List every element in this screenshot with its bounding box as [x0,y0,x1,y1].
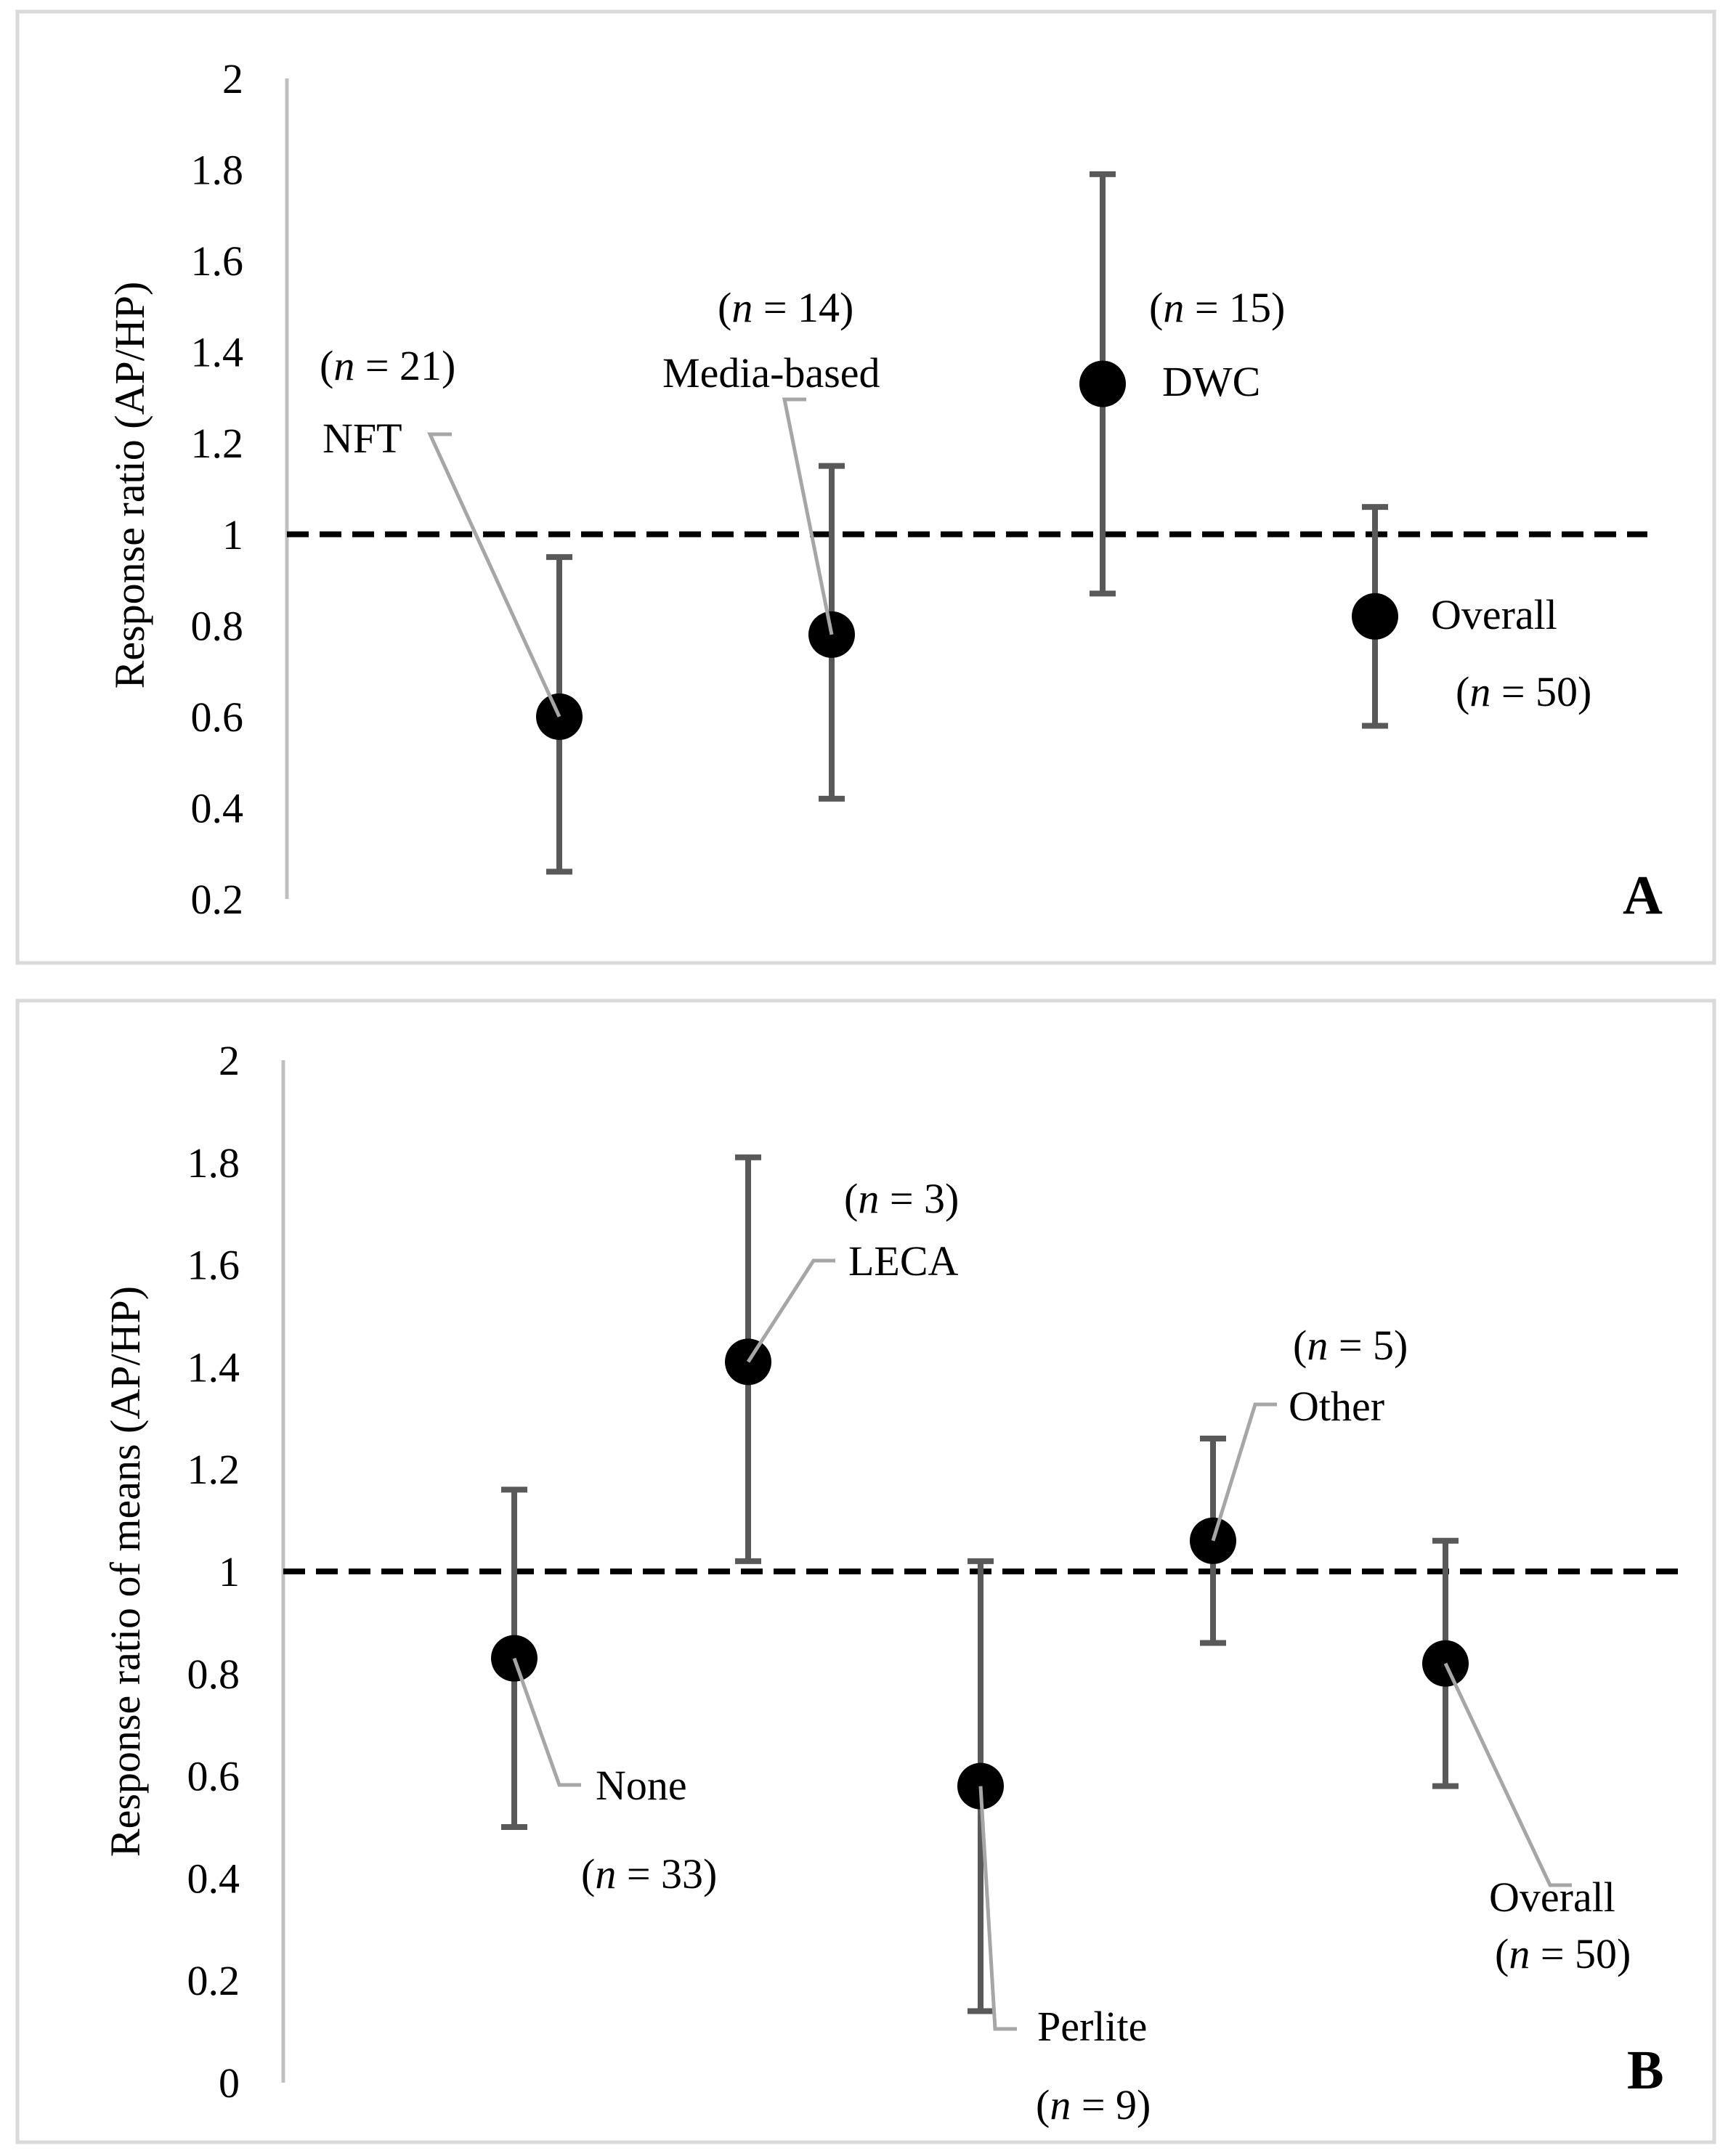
y-tick-label: 2 [219,1037,240,1084]
panel-b-frame [15,998,1716,2144]
y-tick-label: 0.4 [191,784,244,831]
panel-a-frame [15,9,1716,965]
leca-label: LECA [848,1237,959,1285]
y-tick-label: 1 [219,1548,240,1595]
panel-b-ylabel: Response ratio of means (AP/HP) [102,1286,149,1857]
none-count-label: (n = 33) [581,1850,717,1897]
y-tick-label: 1.2 [191,420,244,467]
panel-a-yticks: 0.2 0.4 0.6 0.8 1 1.2 1.4 1.6 1.8 2 [191,55,244,923]
y-tick-label: 0 [219,2059,240,2107]
panel-a-letter: A [1623,865,1663,926]
leca-b-leader-line [746,1258,835,1363]
perlite-count-label: (n = 9) [1036,2081,1151,2128]
panel-b: 0 0.2 0.4 0.6 0.8 1 1.2 1.4 1.6 1.8 2 Response rat… [102,1037,1682,2128]
y-tick-label: 1.2 [187,1446,240,1493]
panel-b-yticks: 0 0.2 0.4 0.6 0.8 1 1.2 1.4 1.6 1.8 2 [187,1037,240,2107]
perlite-label: Perlite [1037,2003,1147,2050]
y-tick-label: 0.2 [187,1957,240,2004]
y-tick-label: 1.6 [191,237,244,285]
other-label: Other [1289,1383,1384,1430]
dwc-a-point [1079,360,1126,407]
y-tick-label: 0.2 [191,876,244,923]
other-b-leader-line [1211,1402,1277,1542]
panel-b-letter: B [1627,2040,1664,2101]
nft-a-leader-line [427,432,561,717]
none-b-leader-line [512,1657,581,1787]
panel-b-marks [491,1154,1572,2031]
other-count-label: (n = 5) [1293,1322,1408,1369]
overall-label-a: Overall [1431,591,1557,638]
y-tick-label: 1.4 [187,1343,240,1391]
panel-a-ylabel: Response ratio (AP/HP) [106,282,153,689]
overall-b-leader-line [1443,1662,1572,1887]
overall-a-point [1352,593,1398,640]
dwc-label: DWC [1162,358,1260,405]
y-tick-label: 0.8 [187,1651,240,1698]
none-label: None [596,1762,687,1809]
y-tick-label: 1.6 [187,1242,240,1289]
y-tick-label: 1.8 [187,1139,240,1187]
media-based-a-leader-line [782,397,834,635]
media-based-count-label: (n = 14) [718,284,853,331]
y-tick-label: 1 [222,511,243,558]
y-tick-label: 1.4 [191,329,244,376]
leca-count-label: (n = 3) [844,1175,959,1222]
overall-label-b: Overall [1489,1874,1615,1921]
panel-a: 0.2 0.4 0.6 0.8 1 1.2 1.4 1.6 1.8 2 Response rati… [106,55,1663,926]
nft-label: NFT [323,415,402,462]
nft-count-label: (n = 21) [320,342,455,389]
overall-count-label-b: (n = 50) [1495,1930,1631,1977]
y-tick-label: 1.8 [191,147,244,194]
panel-a-marks [427,171,1398,875]
y-tick-label: 0.4 [187,1855,240,1902]
dwc-count-label: (n = 15) [1149,284,1285,331]
perlite-b-leader-line [978,1786,1017,2031]
media-based-label: Media-based [662,349,880,396]
y-tick-label: 0.6 [191,693,244,741]
overall-count-label-a: (n = 50) [1456,668,1591,715]
y-tick-label: 0.6 [187,1753,240,1800]
y-tick-label: 2 [222,55,243,102]
y-tick-label: 0.8 [191,602,244,649]
